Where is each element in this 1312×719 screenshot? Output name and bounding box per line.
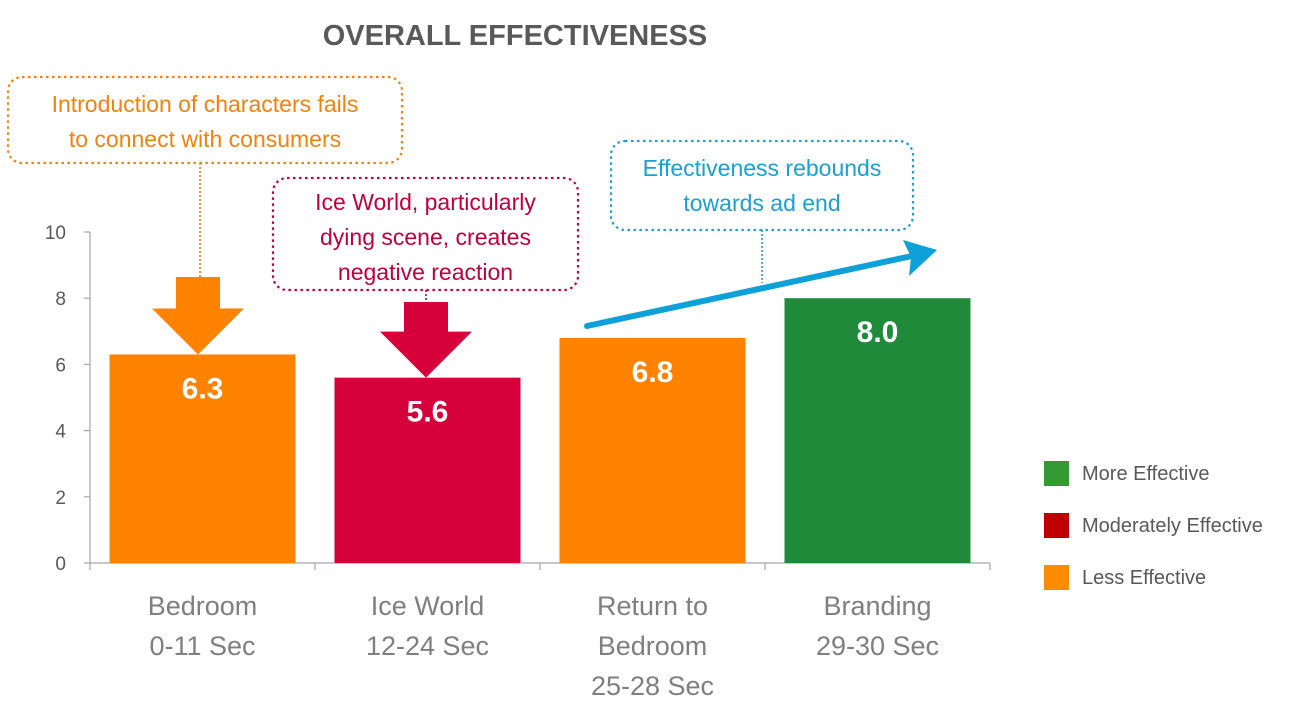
annotation-callout: Introduction of characters fails to conne… [6,75,404,277]
callout-text: Effectiveness rebounds [643,155,882,181]
x-tick-label: 12-24 Sec [366,631,489,661]
data-label: 6.8 [632,356,674,389]
legend-item: Less Effective [1044,565,1206,590]
x-tick-label: Return to [597,591,708,621]
callout-text: towards ad end [683,190,840,216]
callout-text: dying scene, creates [320,224,531,250]
annotation-callout: Ice World, particularly dying scene, crea… [271,176,580,302]
y-axis: 0 2 4 6 8 10 [45,223,91,575]
trend-arrow-line [584,253,915,329]
callout-box [271,176,580,292]
down-arrow-icon [152,277,244,355]
y-tick-label: 6 [55,355,66,376]
callout-text: Introduction of characters fails [52,91,359,117]
chart-title: OVERALL EFFECTIVENESS [323,20,708,52]
y-tick-label: 4 [55,422,66,443]
y-tick-label: 2 [55,488,66,509]
bar [109,354,296,563]
data-label: 6.3 [182,372,224,405]
bars [109,298,971,563]
legend-label: Less Effective [1082,567,1206,589]
callout-box [6,75,404,165]
callout-text: to connect with consumers [69,126,341,152]
trend-arrowhead-icon [903,240,937,276]
legend-label: More Effective [1082,463,1209,485]
category-labels: Bedroom 0-11 Sec Ice World 12-24 Sec Return … [148,591,939,701]
data-label: 8.0 [857,316,899,349]
down-arrow-icon [380,302,472,378]
x-tick-label: 25-28 Sec [591,671,714,701]
callout-text: Ice World, particularly [315,189,536,215]
callout-box [609,139,915,232]
annotation-callout: Effectiveness rebounds towards ad end [609,139,915,283]
y-tick-label: 8 [55,289,66,310]
value-labels: 6.3 5.6 6.8 8.0 [182,316,899,428]
x-tick-label: Ice World [371,591,485,621]
legend: More Effective Moderately Effective Less E… [1044,461,1263,590]
legend-item: More Effective [1044,461,1209,486]
y-tick-label: 0 [55,554,66,575]
callout-text: negative reaction [338,259,513,285]
legend-swatch [1044,513,1069,538]
legend-label: Moderately Effective [1082,515,1263,537]
bar [334,377,521,563]
bar [784,298,971,563]
legend-item: Moderately Effective [1044,513,1263,538]
x-tick-label: Branding [823,591,931,621]
data-label: 5.6 [407,396,449,429]
legend-swatch [1044,565,1069,590]
bar [559,337,746,563]
x-tick-label: 29-30 Sec [816,631,939,661]
x-tick-label: Bedroom [148,591,258,621]
annotations: Introduction of characters fails to conne… [6,75,937,378]
x-tick-label: 0-11 Sec [149,631,255,661]
legend-swatch [1044,461,1069,486]
x-axis [89,562,991,570]
x-tick-label: Bedroom [598,631,708,661]
y-tick-label: 10 [45,223,66,244]
